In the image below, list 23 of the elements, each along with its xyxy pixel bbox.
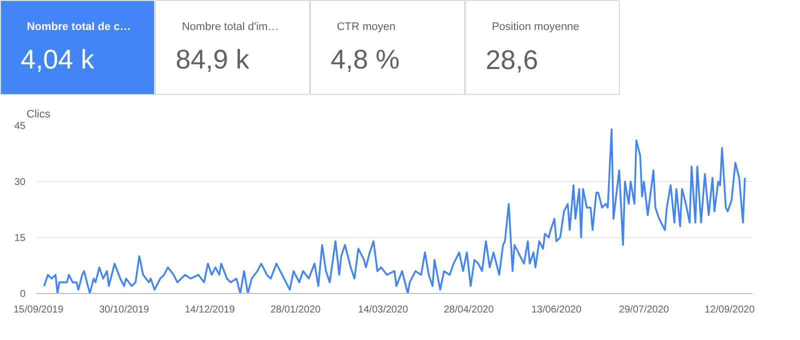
x-tick-label: 13/06/2020 (531, 304, 582, 316)
x-tick-label: 28/04/2020 (444, 304, 494, 316)
y-tick-label: 45 (14, 121, 26, 132)
y-axis-title: Clics (26, 108, 51, 120)
x-tick-label: 12/09/2020 (704, 304, 756, 316)
text: Nombre total d'im… (182, 21, 279, 34)
x-tick-label: 30/10/2019 (99, 304, 150, 316)
x-tick-label: 29/07/2020 (618, 304, 670, 316)
x-tick-label: 14/12/2019 (184, 304, 236, 316)
text: Position moyenne (492, 21, 580, 34)
y-tick-label: 15 (14, 233, 26, 244)
x-tick-label: 28/01/2020 (270, 304, 321, 316)
x-tick-label: 14/03/2020 (358, 304, 409, 316)
text: 4,04 k (20, 44, 95, 74)
text: CTR moyen (336, 21, 396, 34)
x-tick-label: 15/09/2019 (13, 304, 64, 316)
text: 84,9 k (176, 44, 250, 74)
text: Nombre total de c… (26, 21, 131, 34)
y-tick-label: 0 (20, 289, 26, 300)
y-tick-label: 30 (14, 177, 26, 188)
line-series (43, 128, 746, 294)
text: 4,8 % (330, 44, 400, 74)
text: 28,6 (486, 44, 538, 75)
